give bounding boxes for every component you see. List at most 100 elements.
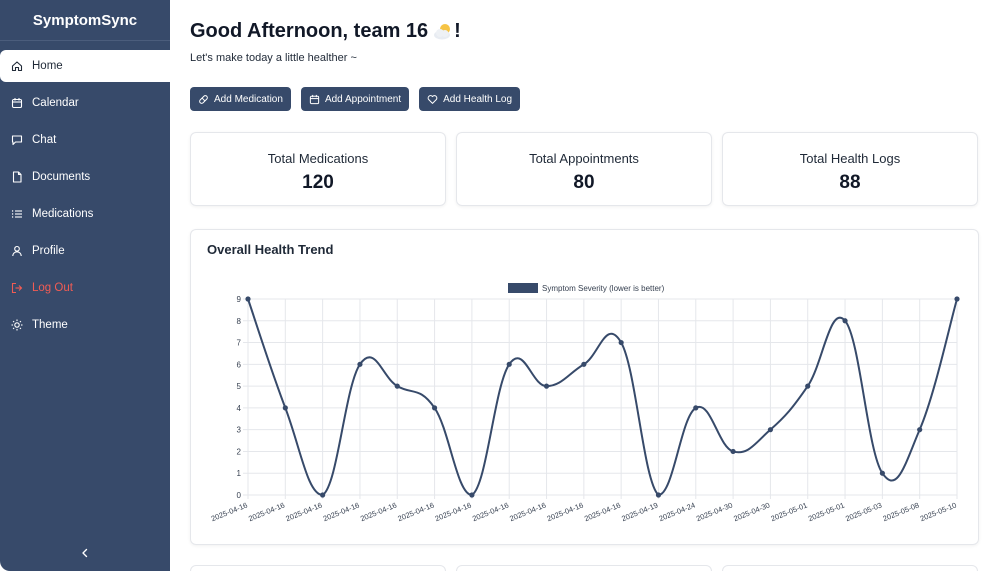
stats-row: Total Medications 120 Total Appointments… (190, 132, 978, 206)
stat-card-appointments: Total Appointments 80 (456, 132, 712, 206)
sidebar-item-label: Log Out (32, 282, 73, 294)
data-point (618, 339, 624, 346)
sidebar: SymptomSync Home Calendar Chat Documents Med… (0, 0, 170, 571)
add-appointment-button[interactable]: Add Appointment (300, 87, 410, 111)
sun-behind-cloud-icon (434, 23, 451, 39)
calendar-icon (11, 97, 23, 109)
y-tick-label: 1 (237, 469, 242, 478)
x-tick-label: 2025-05-03 (844, 501, 883, 524)
x-tick-label: 2025-04-16 (322, 501, 361, 524)
add-appointment-label: Add Appointment (324, 93, 402, 105)
x-tick-label: 2025-04-16 (583, 501, 622, 524)
user-icon (11, 245, 23, 257)
health-trend-chart: 01234567892025-04-162025-04-162025-04-16… (210, 283, 960, 524)
data-point (282, 405, 288, 411)
add-medication-button[interactable]: Add Medication (190, 87, 291, 111)
list-icon (11, 208, 23, 220)
bottom-card (456, 565, 712, 571)
data-point (543, 383, 550, 389)
heart-icon (427, 94, 438, 104)
x-tick-label: 2025-04-16 (210, 501, 249, 524)
stat-value: 80 (573, 172, 595, 193)
x-tick-label: 2025-05-01 (807, 501, 846, 524)
sidebar-item-log-out[interactable]: Log Out (0, 272, 170, 304)
sidebar-item-label: Calendar (32, 97, 79, 109)
chat-icon (11, 134, 23, 146)
data-point (431, 405, 438, 411)
chart-card-title: Overall Health Trend (207, 242, 334, 257)
greeting-suffix: ! (454, 20, 461, 42)
sidebar-nav: Home Calendar Chat Documents Medications Prof… (0, 50, 170, 341)
stat-value: 120 (302, 172, 334, 193)
x-tick-label: 2025-04-24 (658, 501, 697, 524)
sidebar-item-medications[interactable]: Medications (0, 198, 170, 230)
data-point (730, 448, 736, 455)
sidebar-item-label: Home (32, 60, 63, 72)
y-tick-label: 6 (237, 360, 242, 369)
bottom-cards (190, 565, 978, 571)
sidebar-item-chat[interactable]: Chat (0, 124, 170, 156)
data-point (581, 361, 587, 367)
x-tick-label: 2025-04-16 (247, 501, 286, 524)
sidebar-item-label: Medications (32, 208, 94, 220)
sidebar-item-home[interactable]: Home (0, 50, 170, 82)
calendar-icon (309, 94, 320, 104)
legend-label: Symptom Severity (lower is better) (542, 284, 665, 293)
x-tick-label: 2025-04-16 (396, 501, 435, 524)
x-tick-label: 2025-04-19 (620, 501, 659, 524)
pill-icon (199, 94, 208, 104)
data-point (917, 427, 923, 433)
y-tick-label: 3 (237, 426, 242, 435)
home-icon (11, 60, 23, 72)
y-tick-label: 8 (237, 317, 242, 326)
data-point (357, 361, 363, 367)
sidebar-item-label: Theme (32, 319, 68, 331)
y-tick-label: 5 (237, 382, 242, 391)
add-medication-label: Add Medication (214, 93, 283, 105)
x-tick-label: 2025-04-16 (434, 501, 473, 524)
x-tick-label: 2025-04-16 (508, 501, 547, 524)
sidebar-item-documents[interactable]: Documents (0, 161, 170, 193)
chevron-left-icon (82, 548, 88, 558)
x-tick-label: 2025-05-01 (770, 501, 809, 524)
data-point (506, 361, 512, 367)
page-subtitle: Let's make today a little healther ~ (190, 52, 357, 64)
add-health-log-button[interactable]: Add Health Log (419, 87, 521, 111)
y-tick-label: 9 (237, 295, 242, 304)
data-point (879, 470, 885, 476)
sidebar-item-calendar[interactable]: Calendar (0, 87, 170, 119)
stat-value: 88 (839, 172, 861, 193)
legend-swatch (508, 283, 538, 293)
stat-card-health-logs: Total Health Logs 88 (722, 132, 978, 206)
app-brand: SymptomSync (0, 0, 170, 41)
x-tick-label: 2025-04-30 (732, 501, 771, 524)
sidebar-item-profile[interactable]: Profile (0, 235, 170, 267)
stat-label: Total Health Logs (799, 151, 901, 166)
x-tick-label: 2025-04-16 (546, 501, 585, 524)
logout-icon (11, 282, 23, 294)
x-tick-label: 2025-04-16 (284, 501, 323, 524)
bottom-card (190, 565, 446, 571)
quick-actions: Add Medication Add Appointment Add Healt… (190, 87, 521, 111)
data-point (469, 492, 475, 498)
data-point (954, 296, 960, 302)
x-tick-label: 2025-04-16 (471, 501, 510, 524)
x-tick-label: 2025-04-16 (359, 501, 398, 524)
x-tick-label: 2025-05-10 (919, 501, 958, 524)
data-point (245, 296, 251, 302)
document-icon (11, 171, 23, 183)
collapse-sidebar-button[interactable] (0, 543, 170, 563)
data-point (655, 492, 662, 498)
page-title: Good Afternoon, team 16 ! (190, 20, 461, 43)
y-tick-label: 7 (237, 339, 242, 348)
add-health-log-label: Add Health Log (443, 93, 513, 105)
sidebar-item-label: Profile (32, 245, 65, 257)
y-tick-label: 0 (237, 491, 242, 500)
data-point (842, 318, 848, 324)
sidebar-item-label: Documents (32, 171, 91, 183)
y-tick-label: 2 (237, 447, 242, 456)
sidebar-item-theme[interactable]: Theme (0, 309, 170, 341)
data-point (394, 383, 400, 389)
stat-card-medications: Total Medications 120 (190, 132, 446, 206)
series-line-symptom-severity (247, 298, 958, 497)
